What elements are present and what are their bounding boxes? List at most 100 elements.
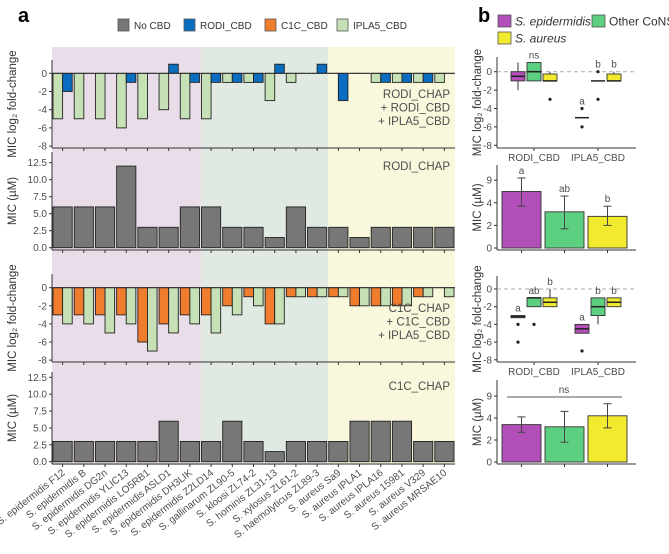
legend-label: RODI_CBD <box>200 21 252 32</box>
background-other-cons <box>201 47 328 465</box>
bar-ipla5-cbd <box>83 287 94 325</box>
bar-no-cbd <box>349 420 370 463</box>
x-tick-label: IPLA5_CBD <box>571 367 625 378</box>
y-tick-label: 9 <box>486 176 492 187</box>
bar-ipla5-cbd <box>104 287 116 334</box>
y-tick-label: -6 <box>483 122 492 133</box>
y-tick-label: 0.0 <box>33 243 47 254</box>
legend-label: IPLA5_CBD <box>353 21 407 32</box>
legend-label: No CBD <box>134 21 171 32</box>
panel-annotation: + RODI_CBD <box>381 103 450 115</box>
bar-no-cbd <box>94 441 116 463</box>
outlier-point <box>580 125 584 129</box>
bar-rodi-cbd <box>401 72 413 83</box>
bar-rodi-cbd <box>274 63 285 74</box>
panel-annotation: C1C_CHAP <box>389 303 451 315</box>
y-tick-label: 10.0 <box>28 175 48 186</box>
bar-ipla5-cbd <box>189 287 200 325</box>
bar-no-cbd <box>307 226 328 249</box>
y-tick-label: 0 <box>486 285 492 296</box>
y-tick-label: -4 <box>38 105 47 116</box>
panel-annotation: C1C_CHAP <box>389 381 451 393</box>
bar-no-cbd <box>285 206 306 249</box>
bar-c1c-cbd <box>413 287 424 298</box>
bar-ipla5-cbd <box>222 72 233 83</box>
bar-no-cbd <box>222 420 243 463</box>
y-tick-label: 7.5 <box>33 407 47 418</box>
bar-no-cbd <box>179 441 200 463</box>
bar-c1c-cbd <box>158 287 170 325</box>
bar-no-cbd <box>413 441 434 463</box>
bar-ipla5-cbd <box>243 72 254 83</box>
bar-ipla5-cbd <box>168 287 179 334</box>
bar-ipla5-cbd <box>285 72 297 83</box>
box-other-cons <box>526 297 542 308</box>
bar-ipla5-cbd <box>359 287 370 307</box>
outlier-point <box>548 97 552 101</box>
y-tick-label: -6 <box>38 123 47 134</box>
bar-ipla5-cbd <box>443 287 455 298</box>
x-tick-label: RODI_CBD <box>508 367 560 378</box>
legend-swatch-other-cons <box>591 14 606 28</box>
bar-ipla5-cbd <box>434 72 445 83</box>
bar-no-cbd <box>285 441 306 463</box>
y-axis-title: MIC log₂ fold-change <box>7 264 19 371</box>
y-tick-label: 5.0 <box>33 209 47 220</box>
y-tick-label: -8 <box>38 142 47 153</box>
bar-no-cbd <box>116 441 137 463</box>
legend-label: C1C_CBD <box>281 21 328 32</box>
legend-label: S. aureus <box>515 32 566 46</box>
bar-no-cbd <box>137 441 158 463</box>
bar-ipla5-cbd <box>73 72 85 120</box>
outlier-point <box>580 106 584 111</box>
bar-ipla5-cbd <box>146 287 158 352</box>
significance-letter: ab <box>528 286 540 297</box>
bar-no-cbd <box>179 206 200 249</box>
bar-ipla5-cbd <box>316 287 328 298</box>
panel-annotation: + IPLA5_CBD <box>378 116 450 128</box>
bar-no-cbd <box>370 420 391 463</box>
y-tick-label: 7.5 <box>33 192 47 203</box>
y-tick-label: 4 <box>486 198 492 209</box>
y-axis-title: MIC (µM) <box>7 394 19 442</box>
bar-rodi-cbd <box>210 72 222 83</box>
bar-ipla5-cbd <box>62 287 73 325</box>
y-axis-title: MIC (µM) <box>472 398 484 446</box>
y-tick-label: 2 <box>486 436 492 447</box>
legend-label: Other CoNS <box>609 15 669 29</box>
y-axis-title: MIC log₂ fold-change <box>472 265 484 372</box>
bar-no-cbd <box>73 206 94 249</box>
bar-c1c-cbd <box>94 287 106 316</box>
y-tick-label: 2 <box>486 221 492 232</box>
outlier-point <box>532 322 536 326</box>
bar-ipla5-cbd <box>337 287 349 298</box>
bar-no-cbd <box>328 441 349 463</box>
bar-no-cbd <box>391 226 413 249</box>
bar-c1c-cbd <box>307 287 318 298</box>
bar-ipla5-cbd <box>295 287 306 298</box>
y-axis-title: MIC log₂ fold-change <box>7 50 19 157</box>
bar-no-cbd <box>434 226 455 249</box>
y-tick-label: 4 <box>486 414 492 425</box>
bar-no-cbd <box>264 237 285 249</box>
bar-rodi-cbd <box>62 72 73 92</box>
significance-letter: b <box>611 286 617 297</box>
y-tick-label: 2.5 <box>33 440 47 451</box>
bar-c1c-cbd <box>201 287 212 316</box>
y-tick-label: 12.5 <box>28 373 48 384</box>
significance-letter: a <box>519 166 525 177</box>
y-tick-label: 0.0 <box>33 457 47 468</box>
x-tick-label: RODI_CBD <box>508 153 560 164</box>
legend-swatch-rodi-cbd <box>183 18 196 32</box>
bar-ipla5-cbd <box>179 72 191 120</box>
bar-no-cbd <box>94 206 116 249</box>
bar-ipla5-cbd <box>274 287 285 325</box>
bar-no-cbd <box>413 226 434 249</box>
bar-no-cbd <box>370 226 391 249</box>
y-tick-label: -8 <box>483 141 492 152</box>
x-tick-label: IPLA5_CBD <box>571 153 625 164</box>
y-tick-label: 0 <box>486 67 492 78</box>
bar-rodi-cbd <box>125 72 137 83</box>
panel-label-b: b <box>478 5 490 27</box>
